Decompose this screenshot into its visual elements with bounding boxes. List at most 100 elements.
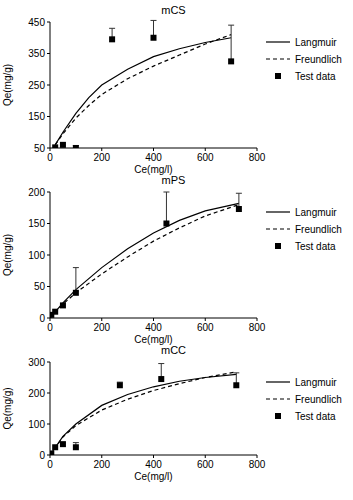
x-tick-label: 800 [249,459,266,470]
error-cap [158,363,164,364]
error-cap [73,442,79,443]
y-tick-label: 200 [28,187,45,198]
data-point [236,206,242,212]
y-tick-label: 0 [39,450,45,461]
error-cap [109,28,115,29]
y-axis [50,362,51,455]
y-tick-label: 300 [28,357,45,368]
legend: Langmuir Freundlich Test data [266,37,342,82]
y-tick-label: 450 [28,17,45,28]
y-tick-label: 0 [39,313,45,324]
y-tick [47,393,50,394]
legend-swatch [266,398,290,399]
series-line [50,203,239,318]
panel: mCC01002003000200400600800Ce(mg/l)Qe(mg/… [2,344,342,482]
y-tick [47,22,50,23]
x-tick [50,318,51,321]
error-stem [231,25,232,61]
x-tick [153,455,154,458]
x-tick-label: 200 [93,459,110,470]
error-cap [228,25,234,26]
y-tick-label: 150 [28,218,45,229]
plot-area [50,192,242,318]
data-point [151,35,157,41]
x-tick-label: 600 [197,152,214,163]
error-cap [151,20,157,21]
legend: Langmuir Freundlich Test data [266,207,342,252]
data-point [60,441,66,447]
panel: mCS501502503504500200400600800Ce(mg/l)Qe… [2,4,342,175]
data-point [50,450,54,455]
y-tick-label: 50 [34,143,46,154]
legend-label: Freundlich [295,224,342,235]
legend-label: Langmuir [295,37,337,48]
panel-title: mCC [161,344,186,356]
legend-swatch [266,58,290,59]
y-axis-label: Qe(mg/g) [2,64,13,106]
data-point [60,142,66,148]
y-tick-label: 100 [28,250,45,261]
data-point [60,302,66,308]
x-tick [205,318,206,321]
x-tick [50,148,51,151]
legend-swatch [266,381,290,382]
legend-label: Test data [295,241,336,252]
panel-title: mCS [161,4,185,16]
error-cap [233,372,239,373]
data-point [228,58,234,64]
data-point [73,444,79,450]
y-tick [47,255,50,256]
x-tick-label: 0 [47,322,53,333]
legend-label: Langmuir [295,207,337,218]
x-tick-label: 0 [47,152,53,163]
error-bar [163,192,169,224]
y-tick-label: 200 [28,388,45,399]
y-tick [47,286,50,287]
legend: LangmuirFreundlichTest data [266,377,342,422]
x-axis-label: Ce(mg/l) [134,471,172,482]
legend-swatch [266,41,290,42]
legend-label: Freundlich [295,394,342,405]
legend-swatch [275,73,281,79]
data-point [73,290,79,296]
data-point [117,382,123,388]
y-tick-label: 250 [28,80,45,91]
legend-swatch [266,228,290,229]
data-point [52,309,58,315]
x-tick [257,318,258,321]
x-tick-label: 0 [47,459,53,470]
legend-swatch [275,413,281,419]
y-axis-label: Qe(mg/g) [2,234,13,276]
data-point [52,444,58,450]
data-point [233,382,239,388]
x-tick-label: 800 [249,152,266,163]
data-point [158,376,164,382]
x-tick [101,148,102,151]
legend-label: Freundlich [295,54,342,65]
y-tick-label: 50 [34,281,46,292]
legend-swatch [266,211,290,212]
y-tick [47,223,50,224]
error-stem [166,192,167,224]
data-point [163,221,169,227]
legend-label: Langmuir [295,377,337,388]
x-tick [153,318,154,321]
series-line [55,38,231,145]
x-tick-label: 400 [145,152,162,163]
x-tick [205,148,206,151]
y-tick-label: 150 [28,111,45,122]
y-tick [47,424,50,425]
x-tick-label: 200 [93,322,110,333]
data-point [109,36,115,42]
error-cap [236,193,242,194]
series-line [50,205,239,318]
legend-label: Test data [295,71,336,82]
x-tick [257,148,258,151]
x-tick-label: 200 [93,152,110,163]
legend-swatch [275,243,281,249]
series-line [50,374,236,455]
x-tick-label: 600 [197,322,214,333]
x-tick-label: 600 [197,459,214,470]
error-stem [75,268,76,293]
panel-title: mPS [162,174,186,186]
